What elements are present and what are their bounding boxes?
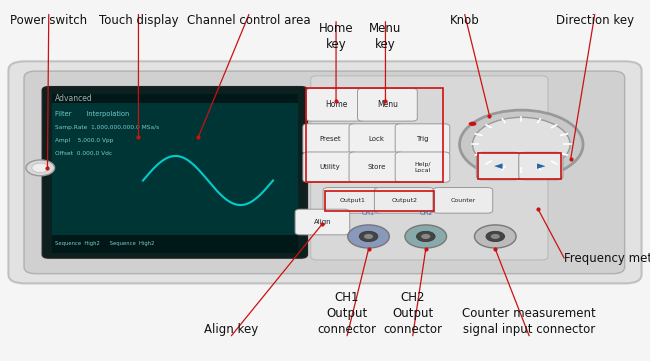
FancyBboxPatch shape xyxy=(303,124,358,154)
Text: Channel control area: Channel control area xyxy=(187,14,311,27)
Circle shape xyxy=(32,163,49,173)
FancyBboxPatch shape xyxy=(311,76,548,260)
Text: Home: Home xyxy=(325,100,347,109)
FancyBboxPatch shape xyxy=(323,188,383,213)
Text: Counter measurement
signal input connector: Counter measurement signal input connect… xyxy=(462,307,596,336)
Text: Direction key: Direction key xyxy=(556,14,634,27)
Text: Counter: Counter xyxy=(450,198,475,203)
Circle shape xyxy=(486,231,504,242)
FancyBboxPatch shape xyxy=(476,152,521,180)
FancyBboxPatch shape xyxy=(306,88,366,121)
Bar xyxy=(52,94,298,253)
Text: CH1
Output
connector: CH1 Output connector xyxy=(318,291,376,336)
Text: CH1: CH1 xyxy=(362,211,375,216)
FancyBboxPatch shape xyxy=(295,209,350,235)
Text: Lock: Lock xyxy=(369,136,384,142)
Text: Align key: Align key xyxy=(204,323,259,336)
FancyBboxPatch shape xyxy=(349,152,404,182)
Circle shape xyxy=(348,225,389,248)
Bar xyxy=(325,191,434,211)
Text: Menu: Menu xyxy=(377,100,398,109)
Text: Menu
key: Menu key xyxy=(369,22,402,51)
Text: Advanced: Advanced xyxy=(55,94,93,103)
Text: CH2
Output
connector: CH2 Output connector xyxy=(384,291,442,336)
Text: Power switch: Power switch xyxy=(10,14,87,27)
FancyBboxPatch shape xyxy=(349,124,404,154)
Text: CH2: CH2 xyxy=(419,211,432,216)
Text: Home
key: Home key xyxy=(318,22,354,51)
FancyBboxPatch shape xyxy=(358,88,417,121)
Circle shape xyxy=(469,122,476,126)
Circle shape xyxy=(491,234,500,239)
Circle shape xyxy=(364,234,373,239)
Text: Ampl    5,000.0 Vpp: Ampl 5,000.0 Vpp xyxy=(55,138,114,143)
FancyBboxPatch shape xyxy=(519,152,563,180)
Text: Sequence  High2      Sequence  High2: Sequence High2 Sequence High2 xyxy=(55,241,155,246)
Circle shape xyxy=(474,225,516,248)
Text: Align: Align xyxy=(313,219,332,225)
Bar xyxy=(52,94,298,103)
Text: Help/
Local: Help/ Local xyxy=(414,162,431,173)
Circle shape xyxy=(359,231,378,242)
FancyBboxPatch shape xyxy=(395,152,450,182)
FancyBboxPatch shape xyxy=(395,124,450,154)
Text: Touch display: Touch display xyxy=(99,14,178,27)
Circle shape xyxy=(405,225,447,248)
Text: Preset: Preset xyxy=(319,136,341,142)
Text: Output1: Output1 xyxy=(340,198,366,203)
Text: Trig: Trig xyxy=(416,136,429,142)
Circle shape xyxy=(417,231,435,242)
Text: ◄: ◄ xyxy=(494,161,503,171)
Bar xyxy=(478,153,561,179)
Text: Frequency meter: Frequency meter xyxy=(564,252,650,265)
FancyBboxPatch shape xyxy=(42,87,307,258)
FancyBboxPatch shape xyxy=(8,61,642,283)
Circle shape xyxy=(421,234,430,239)
Circle shape xyxy=(460,110,583,179)
Text: Output2: Output2 xyxy=(391,198,417,203)
FancyBboxPatch shape xyxy=(24,71,625,274)
Text: Offset  0.000,0 Vdc: Offset 0.000,0 Vdc xyxy=(55,151,112,156)
Text: Samp.Rate  1,000,000,000.0 MSa/s: Samp.Rate 1,000,000,000.0 MSa/s xyxy=(55,125,159,130)
Bar xyxy=(52,235,298,253)
FancyBboxPatch shape xyxy=(433,188,493,213)
Text: ►: ► xyxy=(536,161,545,171)
FancyBboxPatch shape xyxy=(374,188,434,213)
Text: Knob: Knob xyxy=(450,14,480,27)
Bar xyxy=(306,88,443,182)
Text: Store: Store xyxy=(367,164,385,170)
Circle shape xyxy=(473,117,570,171)
FancyBboxPatch shape xyxy=(303,152,358,182)
Text: Utility: Utility xyxy=(320,164,341,170)
Text: Filter       Interpolation: Filter Interpolation xyxy=(55,111,129,117)
Circle shape xyxy=(26,160,55,176)
